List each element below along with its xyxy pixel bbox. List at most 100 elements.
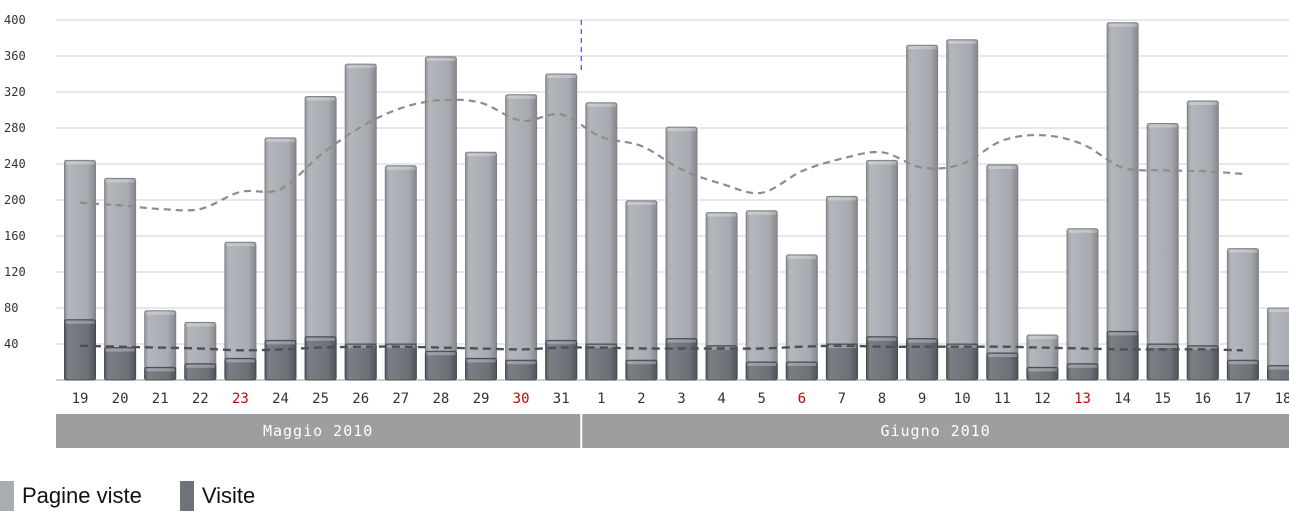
visits-bar [424, 350, 457, 381]
visits-bar-highlight [1268, 366, 1289, 370]
visits-bar [104, 347, 137, 381]
month-band: Maggio 2010 Giugno 2010 [56, 414, 1289, 448]
pageviews-bar [585, 102, 618, 381]
visits-bar-highlight [386, 345, 416, 348]
pageviews-bar [1066, 228, 1099, 381]
month-band-cell [582, 414, 1289, 448]
pageviews-bar-highlight [1108, 23, 1138, 27]
x-tick-label: 31 [553, 391, 570, 407]
visits-bar-highlight [947, 345, 977, 348]
pageviews-bar-highlight [947, 40, 977, 44]
x-tick-label: 22 [192, 391, 209, 407]
pageviews-bar [344, 63, 377, 381]
visits-bar-highlight [787, 363, 817, 366]
visits-bar-highlight [145, 368, 175, 372]
pageviews-trend-line [79, 98, 1243, 212]
x-tick-label: 27 [392, 391, 409, 407]
x-tick-label: 16 [1194, 391, 1211, 407]
pageviews-bar-highlight [827, 197, 857, 201]
month-label: Maggio 2010 [263, 422, 373, 440]
pageviews-bar-highlight [546, 75, 576, 78]
pageviews-bar [906, 44, 939, 381]
x-tick-label: 10 [954, 391, 971, 407]
x-tick-label: 29 [473, 391, 490, 407]
visits-bar-highlight [546, 341, 576, 345]
pageviews-bar-highlight [1148, 124, 1178, 128]
pageviews-bar-highlight [145, 311, 175, 315]
x-tick-label: 6 [798, 391, 806, 407]
visits-bar [545, 339, 578, 381]
pageviews-bar-highlight [506, 95, 536, 99]
x-tick-label: 28 [432, 391, 449, 407]
pageviews-bar-highlight [907, 46, 937, 50]
bars [64, 22, 1289, 381]
x-tick-label: 13 [1074, 391, 1091, 407]
visits-bar-highlight [426, 352, 456, 356]
y-tick-label: 280 [4, 121, 26, 135]
pageviews-bar [1106, 22, 1139, 381]
pageviews-bar-highlight [266, 138, 295, 142]
y-tick-label: 80 [4, 301, 18, 315]
x-tick-label: 5 [757, 391, 765, 407]
visits-bar [1226, 359, 1259, 381]
visits-bar-highlight [626, 361, 656, 365]
visits-bar [384, 343, 417, 381]
pageviews-bar-highlight [225, 243, 255, 247]
visits-bar [184, 363, 217, 381]
visits-bar-highlight [185, 364, 215, 368]
visits-bar [1267, 365, 1289, 381]
visits-bar [505, 359, 538, 381]
pageviews-bar-highlight [787, 255, 817, 259]
x-tick-label: 19 [72, 391, 89, 407]
visits-bar-highlight [747, 363, 777, 366]
visits-bar [1066, 363, 1099, 381]
visits-bar [264, 339, 297, 381]
x-tick-label: 14 [1114, 391, 1131, 407]
visits-trend-line [79, 344, 1243, 352]
pageviews-bar-highlight [1228, 249, 1258, 253]
y-tick-label: 360 [4, 49, 26, 63]
visits-bar-highlight [907, 339, 937, 343]
visits-bar-highlight [827, 345, 857, 348]
y-tick-label: 320 [4, 85, 26, 99]
x-tick-label: 12 [1034, 391, 1051, 407]
visits-bar [344, 343, 377, 381]
pageviews-bar-highlight [1188, 102, 1218, 105]
pageviews-bar [946, 39, 979, 381]
y-tick-label: 240 [4, 157, 26, 171]
x-tick-label: 17 [1234, 391, 1251, 407]
pageviews-bar [1186, 100, 1219, 381]
x-tick-label: 24 [272, 391, 289, 407]
visits-swatch [179, 481, 194, 511]
pageviews-bar [505, 94, 538, 381]
month-band-cell [56, 414, 581, 448]
legend-item-visits: Visite [179, 481, 255, 511]
pageviews-bar-highlight [1068, 229, 1097, 233]
x-tick-label: 20 [112, 391, 129, 407]
visits-bar-highlight [667, 339, 696, 343]
visits-bar [665, 338, 698, 381]
visits-bar [625, 359, 658, 381]
visits-bar [64, 319, 96, 381]
trend-lines [79, 98, 1243, 352]
pageviews-bar-highlight [626, 201, 656, 205]
x-tick-label: 7 [838, 391, 846, 407]
visits-bar-highlight [306, 337, 336, 341]
x-axis: 19 20 21 22 23 24 25 26 27 28 29 30 31 1 2 3 4 5 6 7 8 9 10 11 1… [72, 391, 1289, 407]
visits-bar-highlight [1148, 345, 1178, 348]
visits-bar-highlight [266, 341, 295, 345]
y-tick-label: 40 [4, 337, 18, 351]
x-tick-label: 30 [513, 391, 530, 407]
x-tick-label: 9 [918, 391, 926, 407]
visits-bar [785, 361, 818, 381]
pageviews-bar-highlight [105, 179, 135, 183]
x-tick-label: 23 [232, 391, 249, 407]
visits-bar-highlight [867, 337, 897, 341]
pageviews-bar-highlight [1268, 309, 1289, 312]
visits-bar [1026, 366, 1059, 381]
x-tick-label: 25 [312, 391, 329, 407]
pageviews-bar-highlight [987, 165, 1017, 169]
pageviews-bar-highlight [386, 166, 416, 170]
pageviews-bar [625, 200, 658, 381]
